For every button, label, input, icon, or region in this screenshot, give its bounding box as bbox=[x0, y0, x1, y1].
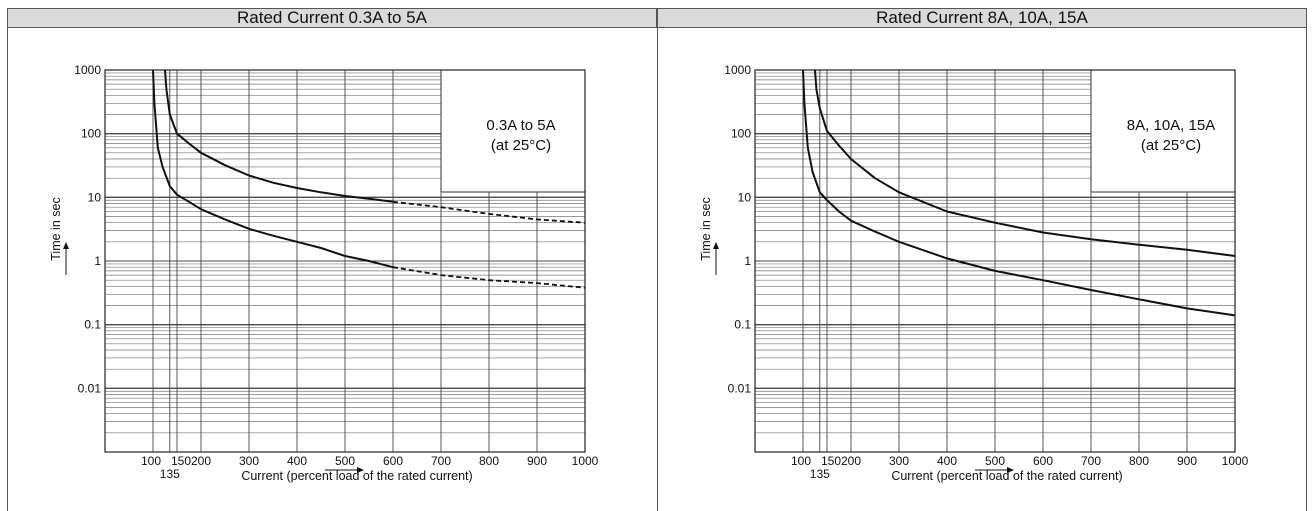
y-tick-label: 0.1 bbox=[84, 318, 101, 332]
y-tick-label: 10 bbox=[738, 190, 752, 204]
y-tick-label: 0.01 bbox=[728, 381, 752, 395]
grid-lines bbox=[105, 69, 585, 453]
x-tick-label: 700 bbox=[431, 454, 451, 468]
x-tick-label: 900 bbox=[1177, 454, 1197, 468]
curve-line-2 bbox=[164, 69, 394, 203]
x-tick-label: 150 bbox=[171, 454, 191, 468]
x-axis-label: Current (percent load of the rated curre… bbox=[891, 469, 1122, 483]
x-tick-label: 135 bbox=[810, 467, 830, 481]
y-tick-label: 0.1 bbox=[734, 318, 751, 332]
x-axis-arrowhead bbox=[1007, 467, 1014, 473]
y-tick-label: 10 bbox=[88, 190, 102, 204]
annotation-text: (at 25°C) bbox=[491, 137, 551, 154]
y-axis-arrowhead bbox=[713, 242, 719, 249]
panel-header-left: Rated Current 0.3A to 5A bbox=[7, 8, 657, 28]
x-tick-label: 1000 bbox=[572, 454, 599, 468]
x-tick-label: 400 bbox=[287, 454, 307, 468]
data-curves bbox=[802, 69, 1236, 317]
y-tick-label: 100 bbox=[731, 127, 751, 141]
curve-dashed-2 bbox=[392, 200, 586, 224]
x-tick-label: 600 bbox=[383, 454, 403, 468]
plot-frame bbox=[754, 69, 1236, 453]
y-tick-label: 1000 bbox=[74, 63, 101, 77]
curve-dashed-1 bbox=[392, 266, 586, 289]
annotation-text: (at 25°C) bbox=[1141, 137, 1201, 154]
axes bbox=[754, 69, 1236, 453]
curve-line-2 bbox=[814, 69, 1236, 257]
x-tick-label: 135 bbox=[160, 467, 180, 481]
x-tick-label: 600 bbox=[1033, 454, 1053, 468]
x-axis-label: Current (percent load of the rated curre… bbox=[241, 469, 472, 483]
x-tick-label: 500 bbox=[985, 454, 1005, 468]
x-tick-label: 500 bbox=[335, 454, 355, 468]
x-tick-label: 300 bbox=[889, 454, 909, 468]
panel-header-right: Rated Current 8A, 10A, 15A bbox=[657, 8, 1307, 28]
y-tick-label: 0.01 bbox=[78, 381, 102, 395]
panel-right: 1000 100 10 1 0.1 0.01 100 135 150 200 300 400 500 60… bbox=[657, 27, 1307, 511]
y-axis-label: Time in sec bbox=[699, 197, 713, 260]
x-axis-arrowhead bbox=[357, 467, 364, 473]
annotation-text: 0.3A to 5A bbox=[486, 117, 555, 134]
x-tick-label: 200 bbox=[191, 454, 211, 468]
curve-line-1 bbox=[152, 69, 394, 269]
x-tick-label: 800 bbox=[479, 454, 499, 468]
annotation-text: 8A, 10A, 15A bbox=[1127, 117, 1215, 134]
x-tick-label: 300 bbox=[239, 454, 259, 468]
y-tick-label: 1000 bbox=[724, 63, 751, 77]
x-tick-label: 100 bbox=[141, 454, 161, 468]
x-tick-label: 100 bbox=[791, 454, 811, 468]
panel-left: 1000 100 10 1 0.1 0.01 100 135 150 200 300 400 500 60… bbox=[7, 27, 658, 511]
x-tick-label: 1000 bbox=[1222, 454, 1249, 468]
x-tick-label: 900 bbox=[527, 454, 547, 468]
x-tick-label: 150 bbox=[821, 454, 841, 468]
y-axis-label: Time in sec bbox=[49, 197, 63, 260]
x-tick-label: 800 bbox=[1129, 454, 1149, 468]
axes bbox=[104, 69, 586, 453]
y-tick-label: 1 bbox=[94, 254, 101, 268]
y-tick-label: 1 bbox=[744, 254, 751, 268]
data-curves bbox=[152, 69, 586, 289]
x-tick-label: 200 bbox=[841, 454, 861, 468]
y-axis-arrowhead bbox=[63, 242, 69, 249]
curve-line-1 bbox=[802, 69, 1236, 317]
x-tick-label: 700 bbox=[1081, 454, 1101, 468]
plot-frame bbox=[104, 69, 586, 453]
y-tick-label: 100 bbox=[81, 127, 101, 141]
x-tick-label: 400 bbox=[937, 454, 957, 468]
